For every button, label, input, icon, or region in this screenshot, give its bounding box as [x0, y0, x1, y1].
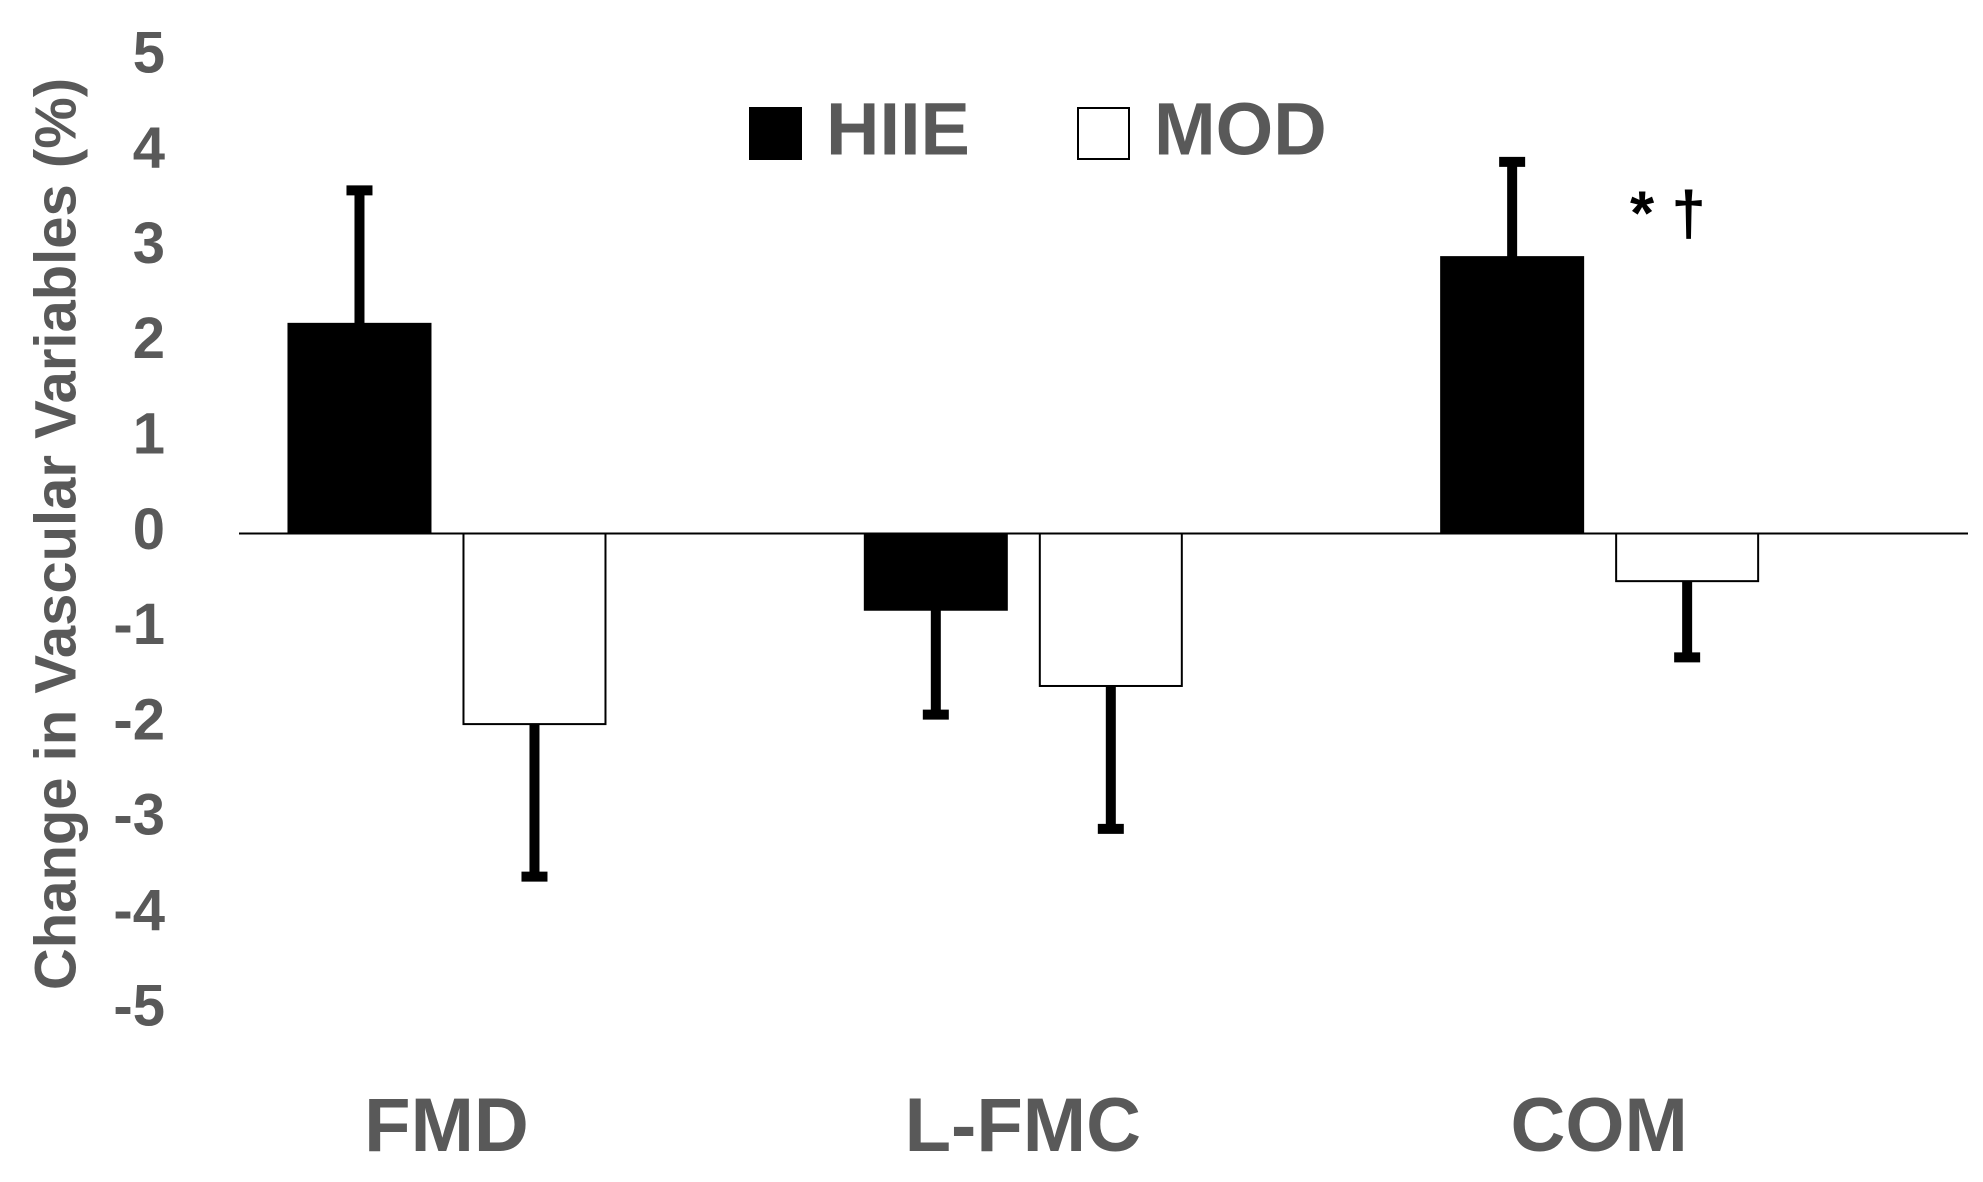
- y-tick-label: -2: [113, 687, 165, 752]
- legend-label: HIIE: [826, 88, 970, 171]
- bar: [1038, 532, 1183, 687]
- y-tick-label: 1: [133, 402, 165, 467]
- y-tick-label: -3: [113, 783, 165, 848]
- x-tick-label: COM: [1510, 1083, 1687, 1168]
- y-tick-label: 3: [133, 211, 165, 276]
- y-tick-label: -4: [113, 878, 165, 943]
- bar: [462, 532, 607, 726]
- legend-swatch: [1077, 107, 1130, 160]
- bar: [1615, 532, 1760, 583]
- annotation: * †: [1630, 179, 1706, 248]
- bar: [863, 532, 1008, 611]
- legend-swatch: [749, 107, 802, 160]
- y-tick-label: 0: [133, 497, 165, 562]
- y-tick-label: -1: [113, 592, 165, 657]
- bar: [1440, 256, 1585, 535]
- bar: [287, 322, 432, 535]
- x-tick-label: L-FMC: [905, 1083, 1141, 1168]
- y-tick-label: 4: [133, 116, 165, 181]
- y-axis-title: Change in Vascular Variables (%): [23, 78, 88, 990]
- y-tick-label: 5: [133, 20, 165, 85]
- y-tick-label: 2: [133, 306, 165, 371]
- legend-label: MOD: [1154, 88, 1327, 171]
- x-tick-label: FMD: [364, 1083, 529, 1168]
- y-tick-label: -5: [113, 973, 165, 1038]
